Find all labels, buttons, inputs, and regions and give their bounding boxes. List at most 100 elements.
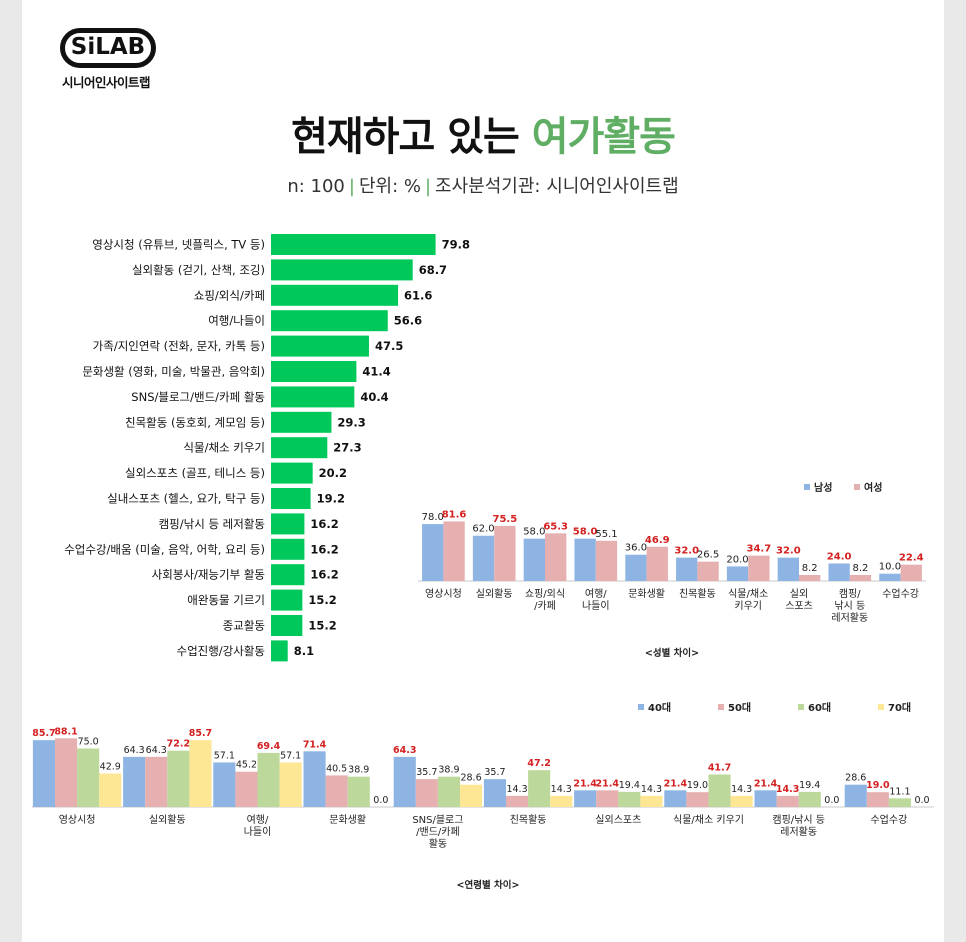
data-label: 36.0 <box>625 543 647 554</box>
bar <box>271 589 303 611</box>
data-label: 71.4 <box>303 739 327 750</box>
bar <box>664 790 687 807</box>
data-label: 21.4 <box>664 778 688 789</box>
data-label: 19.4 <box>619 780 640 791</box>
bar <box>574 790 597 807</box>
data-label: 20.0 <box>726 554 748 565</box>
bar <box>646 546 668 581</box>
category-label: 여행/나들이 <box>208 314 265 328</box>
value-label: 16.2 <box>310 568 338 582</box>
bar <box>849 575 872 581</box>
data-label: 62.0 <box>472 524 494 535</box>
data-label: 22.4 <box>899 553 924 564</box>
category-label: 나들이 <box>244 826 272 838</box>
bar <box>415 779 438 807</box>
value-label: 19.2 <box>317 492 345 506</box>
data-label: 21.4 <box>596 778 620 789</box>
category-label: 영상시청 (유튜브, 넷플릭스, TV 등) <box>92 238 265 252</box>
value-label: 56.6 <box>394 314 422 328</box>
data-label: 8.2 <box>853 563 869 574</box>
data-label: 19.0 <box>866 780 890 791</box>
bar <box>271 564 305 586</box>
overall-bar-chart: 영상시청 (유튜브, 넷플릭스, TV 등) 79.8 실외활동 (걷기, 산책, … <box>64 234 470 662</box>
legend-swatch <box>878 704 884 710</box>
bar <box>676 557 698 581</box>
data-label: 47.2 <box>527 758 550 769</box>
bar <box>528 770 551 807</box>
data-label: 64.3 <box>393 745 416 756</box>
logo-badge: SiLAB <box>60 28 156 68</box>
data-label: 57.1 <box>214 750 235 761</box>
bar <box>123 756 146 807</box>
category-label: /카페 <box>534 600 556 612</box>
value-label: 15.2 <box>308 593 336 607</box>
bar <box>347 776 370 807</box>
data-label: 19.4 <box>799 780 820 791</box>
bar <box>55 738 78 807</box>
bar <box>271 488 311 509</box>
bar <box>708 774 731 807</box>
bar <box>483 779 507 807</box>
bar <box>748 555 770 581</box>
category-label: /밴드/카페 <box>416 826 460 838</box>
category-label: 캠핑/낚시 등 <box>772 814 825 826</box>
category-label: 낚시 등 <box>834 600 865 612</box>
category-label: 레저활동 <box>831 611 868 624</box>
bar <box>459 784 483 807</box>
data-label: 24.0 <box>827 551 852 562</box>
bar <box>271 462 313 484</box>
bar <box>213 762 236 807</box>
category-label: 식물/채소 <box>728 588 768 600</box>
category-label: SNS/블로그/밴드/카페 활동 <box>131 390 265 404</box>
bar <box>189 740 212 807</box>
data-label: 0.0 <box>914 795 929 806</box>
data-label: 21.4 <box>754 778 778 789</box>
bar <box>271 284 399 306</box>
category-label: 레저활동 <box>780 825 817 838</box>
bar <box>777 557 799 581</box>
data-label: 64.3 <box>146 745 167 756</box>
bar <box>257 752 280 807</box>
category-label: 실외활동 <box>149 813 186 826</box>
data-label: 28.6 <box>460 773 481 784</box>
data-label: 10.0 <box>879 562 901 573</box>
bar <box>776 795 799 807</box>
value-label: 29.3 <box>337 415 365 429</box>
data-label: 14.3 <box>506 784 527 795</box>
value-label: 79.8 <box>442 238 470 252</box>
category-label: 수업진행/강사활동 <box>176 644 265 658</box>
bar <box>271 234 436 255</box>
category-label: 실외스포츠 (골프, 테니스 등) <box>125 466 265 480</box>
value-label: 27.3 <box>333 441 361 455</box>
data-label: 55.1 <box>595 529 617 540</box>
data-label: 26.5 <box>697 550 719 561</box>
data-label: 40.5 <box>326 763 347 774</box>
value-label: 16.2 <box>310 517 338 531</box>
value-label: 61.6 <box>404 288 432 302</box>
data-label: 35.7 <box>484 767 505 778</box>
title-main: 현재하고 있는 <box>291 114 532 160</box>
title-accent: 여가활동 <box>531 114 676 160</box>
bar <box>443 521 465 581</box>
legend-label: 40대 <box>648 701 671 714</box>
data-label: 75.0 <box>78 737 99 748</box>
data-label: 0.0 <box>824 795 839 806</box>
bar <box>271 437 328 459</box>
category-label: 친목활동 (동호회, 계모임 등) <box>125 415 265 429</box>
bar <box>271 615 303 636</box>
data-label: 42.9 <box>100 762 121 773</box>
data-label: 32.0 <box>674 546 699 557</box>
data-label: 72.2 <box>167 739 190 750</box>
category-label: 캠핑/ <box>839 588 861 600</box>
bar <box>271 538 305 560</box>
category-label: 영상시청 <box>425 588 462 600</box>
bar <box>754 790 777 807</box>
bar <box>271 411 332 433</box>
bar <box>697 561 719 581</box>
category-label: 여행/ <box>585 588 607 600</box>
category-label: 수업수강 <box>882 587 919 600</box>
data-label: 32.0 <box>776 546 801 557</box>
bar <box>393 756 416 807</box>
bar <box>595 540 618 581</box>
